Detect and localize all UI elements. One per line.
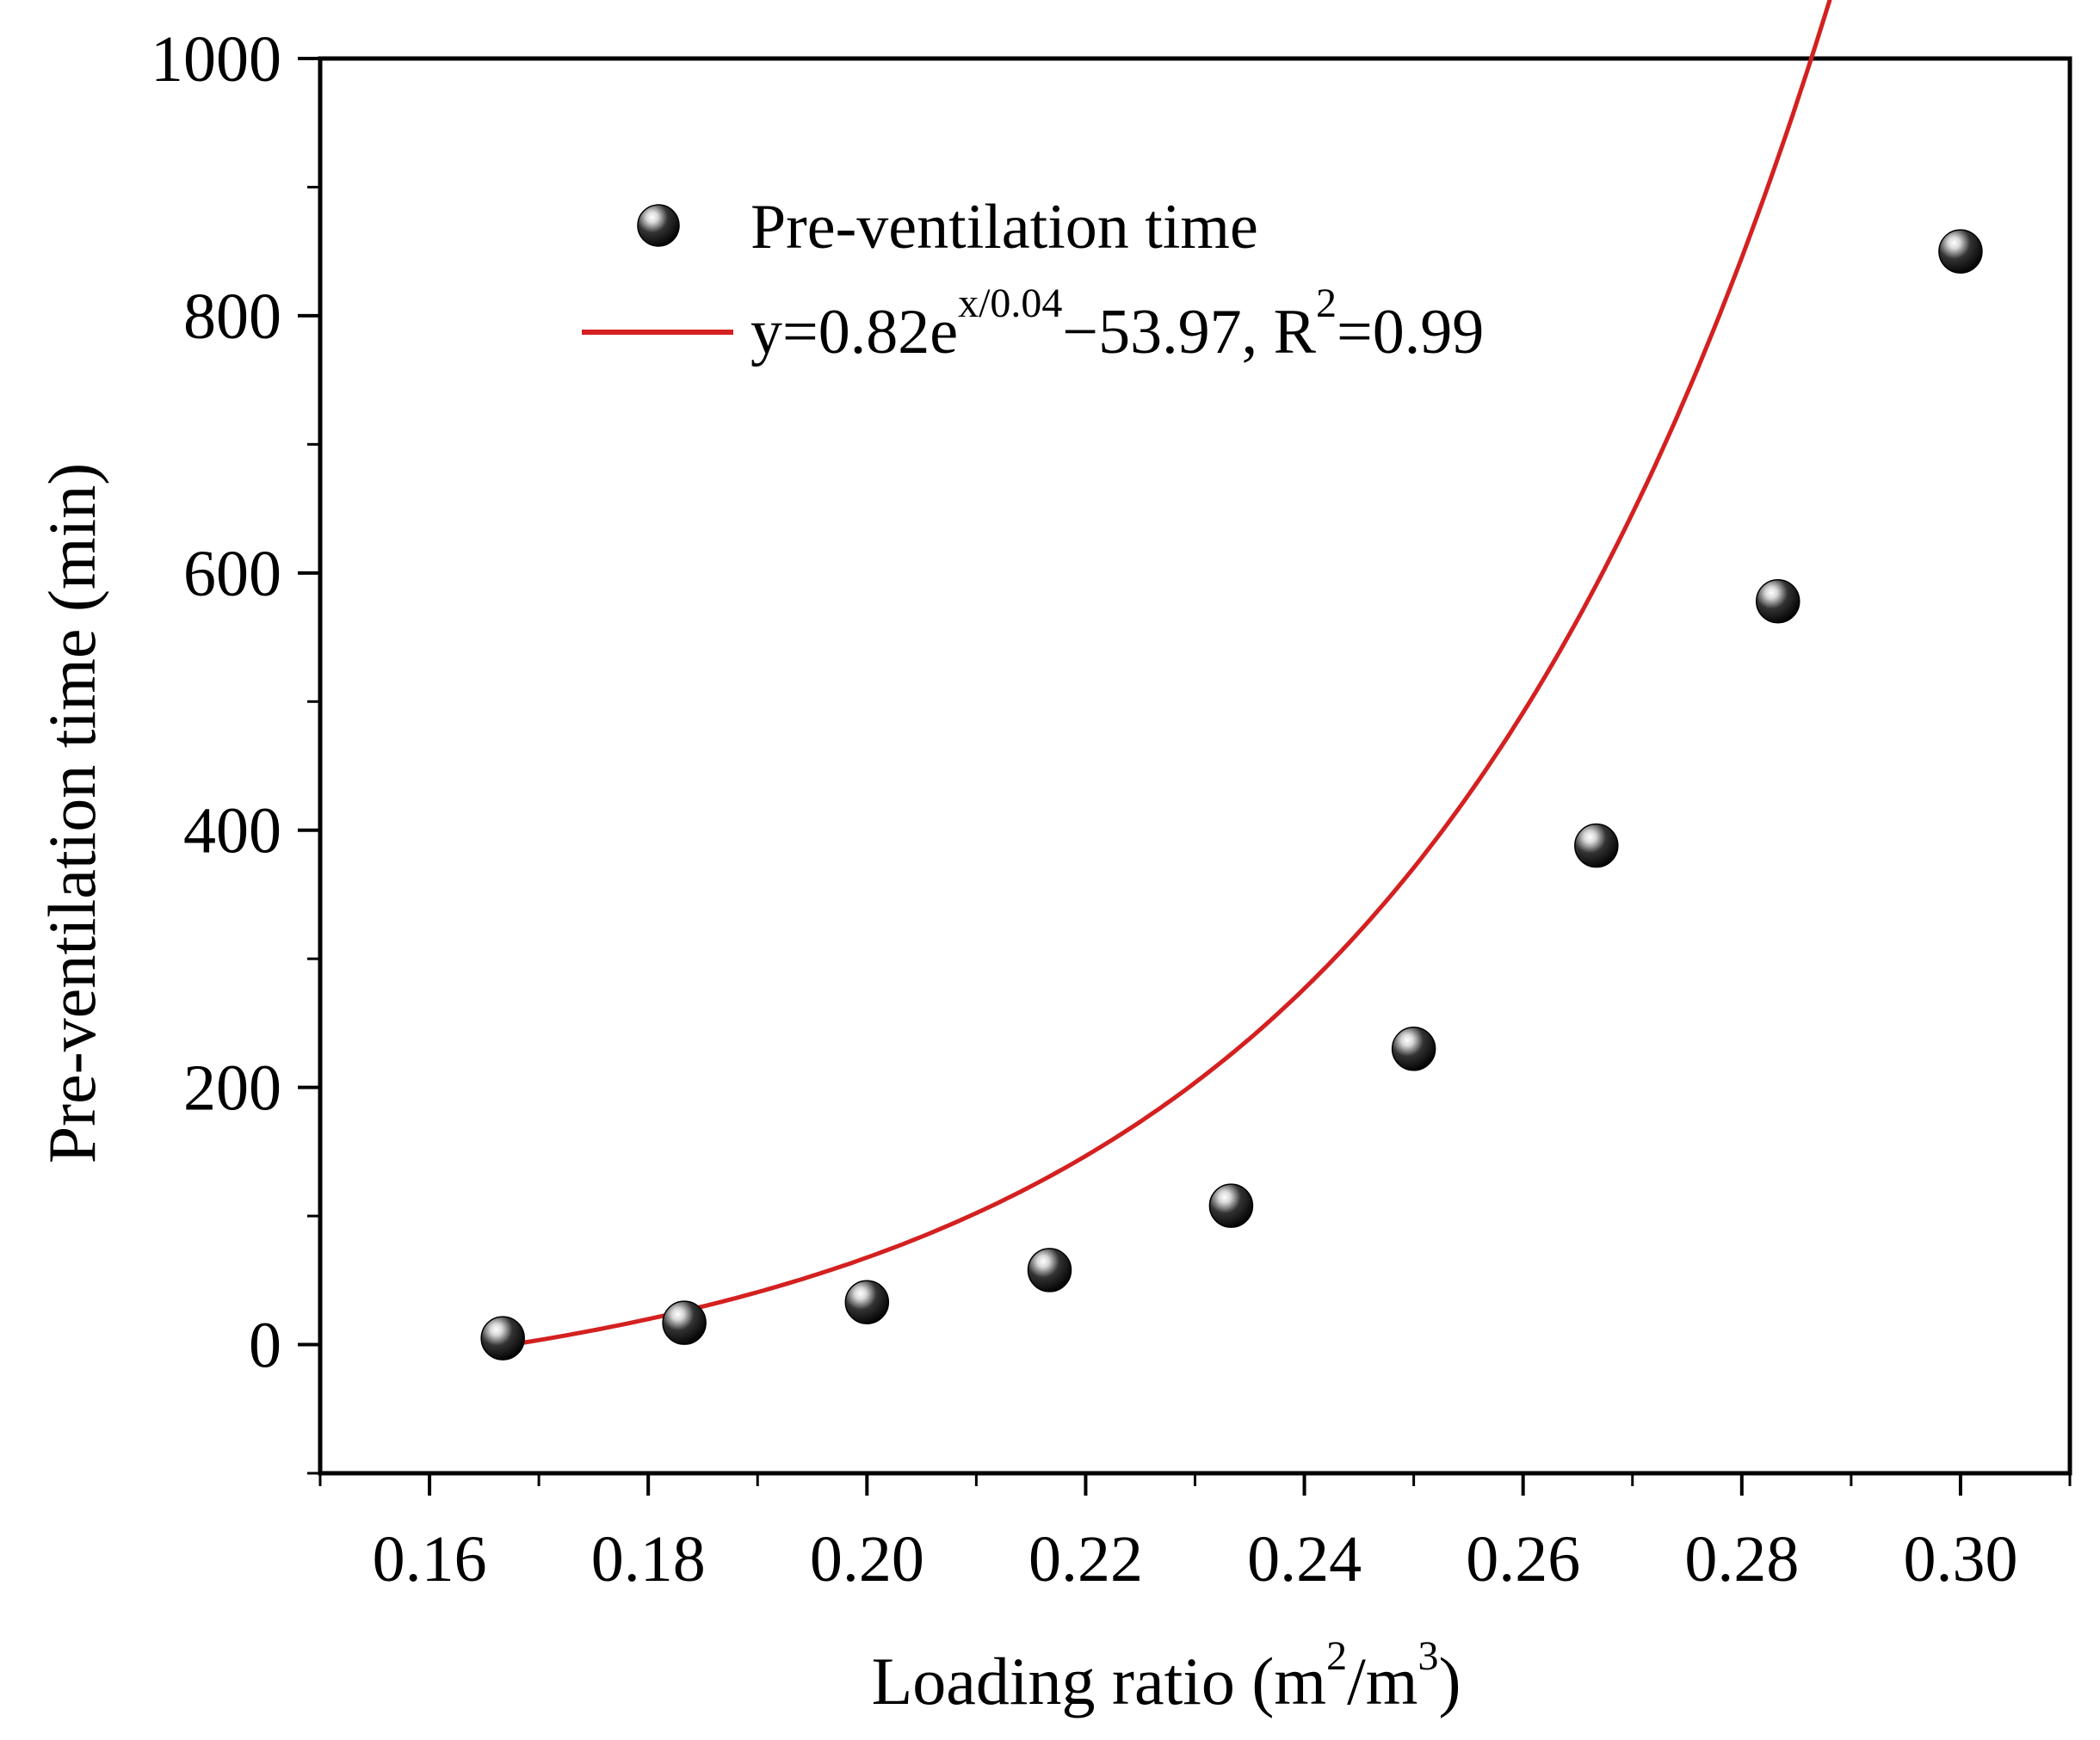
data-point — [1391, 1027, 1436, 1071]
x-axis-title: Loading ratio (m2/m3) — [872, 1633, 1461, 1718]
fit-curve — [502, 0, 1832, 1348]
y-axis-title: Pre-ventilation time (min) — [34, 463, 109, 1163]
x-tick-label: 0.30 — [1903, 1523, 2017, 1595]
y-tick-label: 800 — [183, 281, 281, 353]
point-layer — [480, 229, 1983, 1361]
y-tick-label: 600 — [183, 538, 281, 610]
legend-point-marker — [637, 204, 680, 247]
x-tick-label: 0.24 — [1247, 1523, 1362, 1595]
data-point — [844, 1280, 890, 1324]
y-tick-label: 400 — [183, 795, 281, 867]
x-tick-label: 0.18 — [591, 1523, 706, 1595]
fit-layer — [502, 0, 1832, 1348]
data-point — [662, 1300, 707, 1345]
data-point — [480, 1316, 525, 1361]
plot-frame: 0.16 0.18 0.20 0.22 0.24 0.26 0.28 0.30 0 200 400 6… — [151, 23, 2072, 1595]
x-tick-label: 0.26 — [1466, 1523, 1580, 1595]
y-tick-label: 200 — [183, 1052, 281, 1125]
legend: Pre-ventilation time y=0.82ex/0.04−53.97… — [582, 192, 1484, 367]
legend-points-label: Pre-ventilation time — [750, 192, 1258, 262]
x-tick-label: 0.22 — [1028, 1523, 1143, 1595]
x-tick-label: 0.28 — [1684, 1523, 1799, 1595]
data-point — [1208, 1183, 1254, 1228]
data-point — [1938, 229, 1983, 274]
y-tick-label: 0 — [249, 1310, 281, 1382]
data-point — [1755, 578, 1800, 624]
x-tick-label: 0.20 — [810, 1523, 924, 1595]
x-tick-label: 0.16 — [373, 1523, 487, 1595]
data-point — [1027, 1248, 1072, 1293]
data-point — [1574, 823, 1619, 868]
y-tick-label: 1000 — [151, 23, 281, 96]
legend-fit-label: y=0.82ex/0.04−53.97, R2=0.99 — [750, 281, 1484, 367]
plot-border — [318, 56, 2072, 1476]
